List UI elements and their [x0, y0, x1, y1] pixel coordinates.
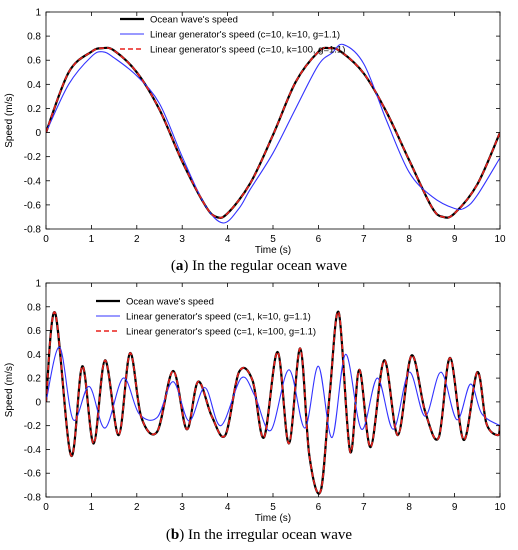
panel-a-series-1-line [46, 46, 500, 219]
panel-b-y-tick-label: 0.8 [27, 302, 41, 313]
panel-a-x-tick-label: 5 [270, 234, 276, 245]
panel-a-x-tick-label: 1 [89, 234, 95, 245]
panel-a-y-tick-label: 0.2 [27, 104, 41, 115]
caption-b-text: In the irregular ocean wave [188, 527, 353, 543]
caption-b: (b) In the irregular ocean wave [165, 527, 353, 543]
panel-b-y-tick-label: 0.2 [27, 374, 41, 385]
panel-a-y-tick-label: 0 [35, 128, 41, 139]
panel-b-legend: Ocean wave's speed Linear generator's spe… [96, 297, 316, 338]
panel-b-y-tick-label: -0.8 [24, 493, 42, 504]
panel-b-legend-label-2: Linear generator's speed (c=1, k=10, g=1… [126, 312, 311, 323]
panel-a-x-tick-label: 0 [43, 234, 49, 245]
panel-b-legend-label-3: Linear generator's speed (c=1, k=100, g=… [126, 327, 316, 338]
panel-a-y-tick-label: 0.8 [27, 32, 41, 43]
panel-b-y-tick-label: -0.4 [24, 445, 42, 456]
panel-b-x-tick-label: 1 [89, 502, 95, 513]
panel-a-x-tick-label: 4 [225, 234, 231, 245]
panel-b-x-tick-label: 2 [134, 502, 140, 513]
panel-b-series-3-line [46, 310, 500, 495]
caption-b-letter: b [170, 527, 180, 543]
panel-a-y-tick-label: -0.8 [24, 225, 42, 236]
caption-a: (a) In the regular ocean wave [170, 258, 348, 274]
panel-a-x-axis-label: Time (s) [255, 245, 291, 256]
panel-b-x-tick-label: 9 [452, 502, 458, 513]
panel-a-series-2-line [46, 43, 500, 224]
panel-b-x-axis-label: Time (s) [255, 513, 291, 524]
panel-b-x-tick-label: 7 [361, 502, 367, 513]
caption-a-letter: a [175, 258, 184, 274]
panel-b-x-tick-label: 10 [494, 502, 506, 513]
panel-a-y-tick-label: -0.6 [24, 200, 42, 211]
caption-a-text: In the regular ocean wave [192, 258, 348, 274]
panel-a-legend-label-3: Linear generator's speed (c=10, k=100, g… [150, 45, 345, 56]
panel-a-x-tick-label: 10 [494, 234, 506, 245]
panel-a-chart: 0 1 2 3 4 5 6 7 8 9 10 -0.8 -0.6 -0.4 -0.2 0 0.2 0.4 0.6 0.… [4, 8, 506, 257]
panel-b-y-axis-label: Speed (m/s) [4, 363, 15, 417]
panel-a-legend-label-1: Ocean wave's speed [150, 15, 238, 26]
panel-b-chart: 0 1 2 3 4 5 6 7 8 9 10 -0.8 -0.6 -0.4 -0.2 0 0.2 0.4 0.6 0.… [4, 279, 506, 525]
panel-a-x-tick-label: 7 [361, 234, 367, 245]
panel-b-x-tick-label: 3 [179, 502, 185, 513]
panel-a-y-tick-label: 0.6 [27, 56, 41, 67]
panel-a-series-3-line [46, 46, 500, 219]
panel-a-x-tick-label: 9 [452, 234, 458, 245]
panel-b-y-tick-label: 1 [35, 279, 41, 290]
panel-a-y-axis-label: Speed (m/s) [4, 93, 15, 147]
panel-a-series-group [46, 43, 500, 224]
panel-b-legend-label-1: Ocean wave's speed [126, 297, 214, 308]
panel-b-y-tick-label: -0.6 [24, 469, 42, 480]
panel-a-legend-label-2: Linear generator's speed (c=10, k=10, g=… [150, 30, 340, 41]
panel-b-x-tick-label: 0 [43, 502, 49, 513]
panel-a-y-tick-label: -0.2 [24, 152, 42, 163]
panel-b-x-tick-label: 6 [316, 502, 322, 513]
panel-b-x-tick-label: 5 [270, 502, 276, 513]
panel-a-y-tick-label: -0.4 [24, 176, 42, 187]
panel-b-series-2-line [46, 346, 500, 439]
panel-b-y-tick-label: 0.4 [27, 350, 41, 361]
panel-b-y-tick-label: 0.6 [27, 326, 41, 337]
panel-a-y-tick-label: 1 [35, 8, 41, 19]
panel-a-x-tick-label: 6 [316, 234, 322, 245]
panel-a-x-tick-label: 3 [179, 234, 185, 245]
panel-b-y-tick-label: -0.2 [24, 421, 42, 432]
panel-b-y-tick-label: 0 [35, 397, 41, 408]
panel-a-legend: Ocean wave's speed Linear generator's spe… [120, 15, 345, 56]
panel-a-y-tick-label: 0.4 [27, 80, 41, 91]
panel-b-x-tick-label: 4 [225, 502, 231, 513]
panel-a-x-tick-label: 8 [406, 234, 412, 245]
panel-b-series-group [46, 310, 500, 495]
panel-a-x-tick-label: 2 [134, 234, 140, 245]
panel-b-x-tick-label: 8 [406, 502, 412, 513]
